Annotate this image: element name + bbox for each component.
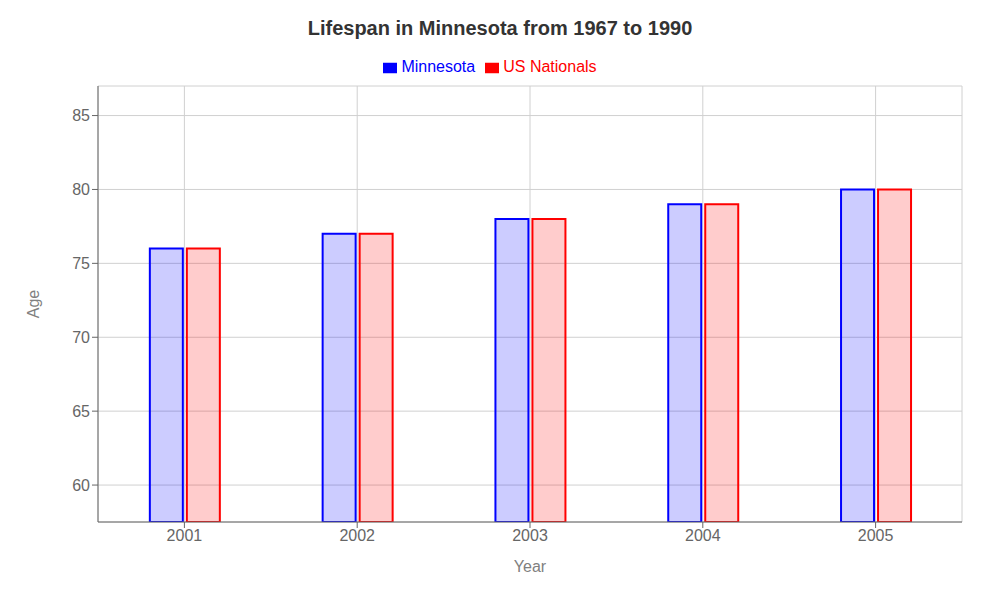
svg-text:Age: Age	[25, 290, 42, 319]
html-text:Lifespan in Minnesota from 196: Lifespan in Minnesota from 1967 to 1990	[307, 17, 693, 39]
svg-text:80: 80	[72, 181, 90, 198]
svg-text:70: 70	[72, 329, 90, 346]
svg-text:65: 65	[72, 403, 90, 420]
html-text:Minnesota: Minnesota	[401, 58, 476, 75]
svg-text:60: 60	[72, 477, 90, 494]
svg-text:2003: 2003	[512, 527, 548, 544]
svg-text:75: 75	[72, 255, 90, 272]
svg-text:2002: 2002	[339, 527, 375, 544]
svg-text:2001: 2001	[167, 527, 203, 544]
svg-text:Year: Year	[514, 558, 547, 575]
svg-text:2005: 2005	[858, 527, 894, 544]
html-text:US Nationals: US Nationals	[503, 58, 597, 75]
svg-text:85: 85	[72, 107, 90, 124]
svg-text:2004: 2004	[685, 527, 721, 544]
